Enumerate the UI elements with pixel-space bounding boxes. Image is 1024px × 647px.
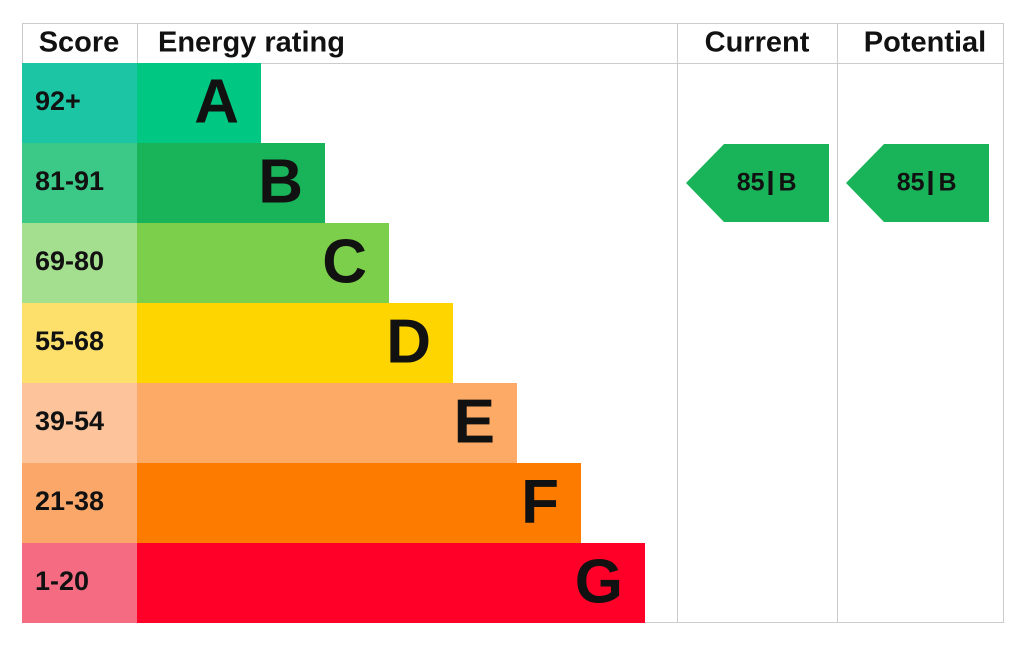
header-potential: Potential	[864, 27, 986, 59]
score-cell	[22, 543, 137, 623]
potential-arrow	[846, 144, 989, 222]
score-label: 69-80	[35, 246, 104, 276]
band-letter: C	[322, 227, 367, 296]
band-letter: A	[194, 67, 239, 136]
current-score: 85	[737, 169, 765, 197]
score-cell	[22, 63, 137, 143]
header-energy-rating: Energy rating	[158, 27, 345, 59]
score-cell	[22, 383, 137, 463]
score-label: 81-91	[35, 166, 104, 196]
band-letter: E	[454, 387, 495, 456]
rating-bar	[137, 543, 645, 623]
rating-bar	[137, 223, 389, 303]
score-label: 55-68	[35, 326, 104, 356]
rating-bar	[137, 303, 453, 383]
rating-bar	[137, 463, 581, 543]
header-current: Current	[705, 27, 810, 59]
potential-letter: B	[939, 169, 957, 197]
band-letter: F	[521, 467, 559, 536]
score-label: 1-20	[35, 566, 89, 596]
score-label: 21-38	[35, 486, 104, 516]
band-letter: D	[386, 307, 431, 376]
score-label: 92+	[35, 86, 81, 116]
current-arrow	[686, 144, 829, 222]
band-letter: B	[258, 147, 303, 216]
score-cell	[22, 143, 137, 223]
score-cell	[22, 223, 137, 303]
score-cell	[22, 463, 137, 543]
score-label: 39-54	[35, 406, 104, 436]
current-separator	[768, 171, 773, 195]
rating-bar	[137, 143, 325, 223]
header-score: Score	[39, 27, 120, 59]
rating-bar	[137, 63, 261, 143]
potential-separator	[928, 171, 933, 195]
score-cell	[22, 303, 137, 383]
band-letter: G	[575, 547, 623, 616]
potential-score: 85	[897, 169, 925, 197]
current-letter: B	[779, 169, 797, 197]
rating-bar	[137, 383, 517, 463]
